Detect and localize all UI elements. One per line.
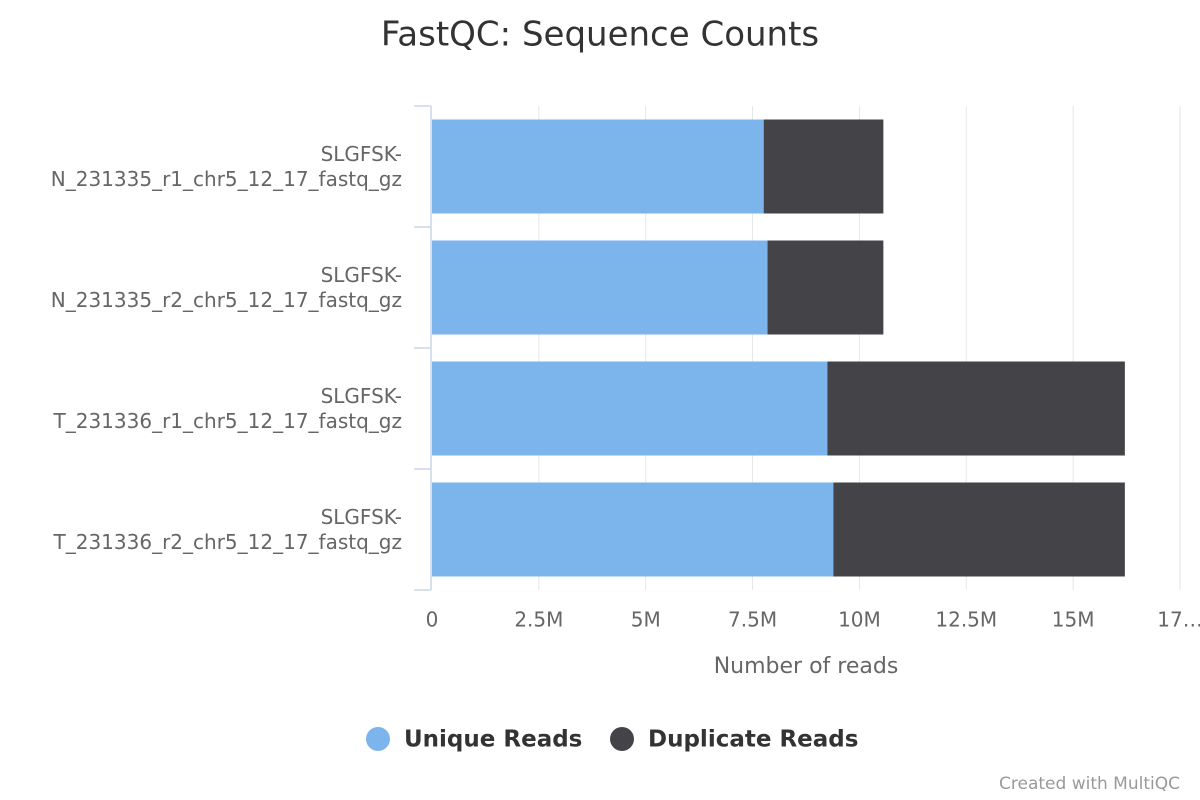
category-label-box: SLGFSK-N_231335_r2_chr5_12_17_fastq_gz — [10, 227, 402, 348]
x-tick-label: 0 — [426, 608, 439, 632]
legend-marker[interactable] — [366, 727, 390, 751]
category-label-box: SLGFSK-T_231336_r2_chr5_12_17_fastq_gz — [10, 469, 402, 590]
x-tick-label: 5M — [631, 608, 661, 632]
bar-segment — [827, 361, 1125, 456]
bar-segment — [432, 119, 764, 214]
legend-label[interactable]: Unique Reads — [404, 727, 582, 753]
bar-segment — [763, 119, 884, 214]
x-tick-label: 12.5M — [935, 608, 997, 632]
credit: Created with MultiQC — [999, 774, 1180, 794]
x-axis-label: Number of reads — [714, 654, 899, 679]
x-tick-label: 2.5M — [514, 608, 563, 632]
bar-segment — [432, 482, 834, 577]
x-tick-label: 17… — [1157, 608, 1200, 632]
bar-segment — [432, 361, 828, 456]
y-tick-label: SLGFSK-T_231336_r2_chr5_12_17_fastq_gz — [53, 504, 402, 554]
x-tick-label: 7.5M — [728, 608, 777, 632]
bar-segment — [833, 482, 1125, 577]
chart-title: FastQC: Sequence Counts — [381, 15, 819, 55]
y-tick-label: SLGFSK-T_231336_r1_chr5_12_17_fastq_gz — [53, 383, 402, 433]
bar-segment — [432, 240, 768, 335]
legend-label[interactable]: Duplicate Reads — [648, 727, 858, 753]
x-tick-label: 15M — [1052, 608, 1095, 632]
category-label-box: SLGFSK-T_231336_r1_chr5_12_17_fastq_gz — [10, 348, 402, 469]
category-label-box: SLGFSK-N_231335_r1_chr5_12_17_fastq_gz — [10, 106, 402, 227]
bar-segment — [767, 240, 884, 335]
y-tick-label: SLGFSK-N_231335_r1_chr5_12_17_fastq_gz — [50, 141, 402, 191]
y-tick-label: SLGFSK-N_231335_r2_chr5_12_17_fastq_gz — [50, 262, 402, 312]
legend-marker[interactable] — [610, 727, 634, 751]
x-tick-label: 10M — [838, 608, 881, 632]
